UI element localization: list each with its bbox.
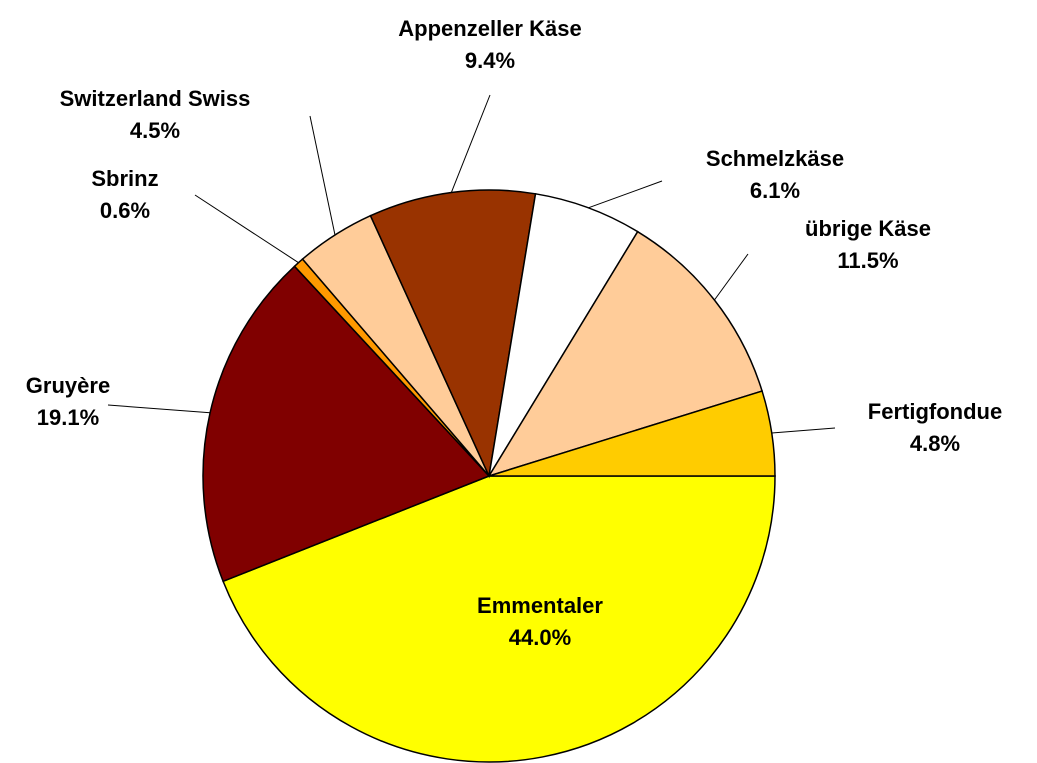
slice-label: Schmelzkäse [706,146,844,171]
pie-slice [369,189,537,479]
slice-label: Switzerland Swiss [60,86,251,111]
leader-line [194,194,299,264]
slice-label: Fertigfondue [868,399,1002,424]
slice-value-label: 19.1% [37,405,99,430]
pie-slice [202,265,491,583]
slice-label: Sbrinz [91,166,158,191]
leader-line [714,253,749,301]
slice-label: Emmentaler [477,593,603,618]
slice-value-label: 6.1% [750,178,800,203]
pie-slice [488,390,776,477]
pie-slice [222,475,776,763]
leader-line [771,427,836,434]
slice-value-label: 4.5% [130,118,180,143]
leader-line [450,94,491,193]
slice-value-label: 9.4% [465,48,515,73]
slice-label: Gruyère [26,373,110,398]
leader-line [107,404,211,414]
slice-value-label: 4.8% [910,431,960,456]
leader-line [588,180,663,209]
pie-slice [487,230,764,478]
slice-value-label: 11.5% [837,248,898,273]
slice-value-label: 44.0% [509,625,571,650]
slice-value-label: 0.6% [100,198,150,223]
slice-label: Appenzeller Käse [398,16,581,41]
leader-line [309,115,336,236]
slice-label: übrige Käse [805,216,931,241]
